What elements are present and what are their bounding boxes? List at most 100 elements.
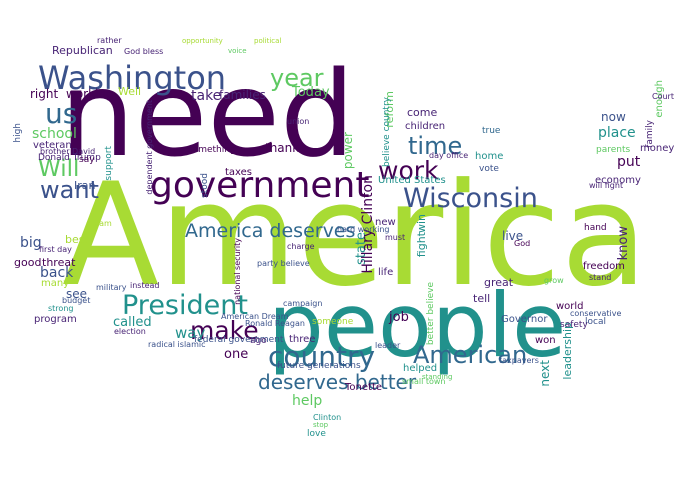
word-something: something [188, 145, 236, 155]
word-stood: stood [200, 173, 210, 198]
word-conservative: conservative [570, 309, 622, 318]
word-radical-islamic: radical islamic [148, 340, 206, 349]
word-program: program [34, 314, 77, 325]
word-ago: ago [250, 336, 267, 346]
word-vote: vote [479, 164, 499, 174]
word-right: right [30, 87, 59, 101]
word-stop: stop [313, 421, 329, 429]
word-place: place [598, 125, 636, 141]
word-three: three [289, 334, 316, 345]
word-world: world [556, 301, 584, 312]
word-back: back [40, 265, 74, 281]
word-washington: Washington [38, 59, 227, 97]
word-government: government [150, 165, 370, 206]
word-first-day: first day [39, 245, 72, 254]
word-will-fight: will fight [589, 181, 624, 190]
word-support: support [104, 146, 114, 181]
word-iran: Iran [74, 179, 96, 192]
word-stand: stand [589, 273, 612, 282]
word-political: political [254, 37, 282, 45]
word-will: Will [38, 156, 80, 182]
word-tell: tell [473, 292, 491, 305]
word-good: good [14, 256, 42, 269]
word-strong: strong [48, 304, 74, 313]
word-children: children [405, 121, 446, 132]
word-country: country [268, 340, 376, 373]
word-federal-government: federal government [194, 335, 284, 345]
word-threat: threat [42, 256, 76, 269]
word-money: money [640, 143, 675, 154]
word-come: come [407, 106, 438, 119]
word-now: now [601, 110, 626, 124]
word-leadership: leadership [561, 322, 574, 380]
word-high: high [13, 123, 23, 143]
word-union: union [287, 117, 310, 126]
word-job: job [389, 310, 409, 325]
word-help: help [292, 393, 323, 409]
word-local: local [585, 317, 606, 327]
word-fight: fight [415, 232, 428, 258]
word-next: next [538, 360, 552, 387]
word-safety: safety [560, 320, 588, 330]
word-grow: grow [544, 276, 564, 285]
word-better-believe: better believe [426, 282, 436, 346]
word-leader: leader [375, 341, 401, 350]
word-called: called [113, 315, 152, 330]
word-voice: voice [228, 47, 247, 55]
word-taxes: taxes [225, 167, 253, 178]
word-united-states: United States [378, 175, 446, 186]
word-working: working [66, 87, 114, 101]
word-way: way [175, 324, 206, 342]
word-people: people [268, 274, 567, 377]
word-governor: Governor [501, 314, 548, 325]
word-won: won [535, 335, 556, 346]
word-big: big [20, 235, 42, 251]
word-need: need [60, 45, 355, 183]
word-charge: charge [287, 242, 315, 251]
word-election: election [114, 327, 146, 336]
word-family: family [645, 120, 655, 148]
word-one: one [224, 347, 249, 362]
word-small-town: small town [402, 377, 446, 386]
word-america: America [62, 153, 648, 318]
word-economy: economy [595, 175, 641, 186]
word-thank: thank [265, 141, 300, 155]
word-republican: Republican [52, 44, 113, 57]
word-court: Court [652, 92, 674, 101]
word-home: home [475, 151, 504, 162]
word-say: say [79, 155, 95, 165]
word-love: love [307, 429, 326, 439]
word-many: many [41, 278, 70, 289]
word-life: life [378, 267, 394, 278]
word-hard-working: hard working [337, 225, 390, 234]
word-families: families [219, 88, 266, 102]
word-us: us [45, 97, 78, 130]
word-party-believe: party believe [257, 259, 310, 268]
word-rather: rather [97, 36, 122, 45]
word-ronald-reagan: Ronald Reagan [245, 319, 305, 328]
word-well: Well [118, 85, 142, 98]
word-campaign: campaign [283, 299, 323, 308]
word-make: make [190, 316, 259, 345]
word-military: military [96, 283, 127, 292]
word-national-security: national security [233, 238, 242, 305]
word-hand: hand [584, 223, 607, 233]
word-american-dream: American Dream [221, 312, 289, 321]
word-dream: dream [86, 219, 112, 228]
word-wisconsin: Wisconsin [403, 183, 538, 214]
word-take: take [191, 88, 222, 104]
word-live: live [502, 229, 524, 243]
word-school: school [32, 126, 77, 142]
word-opportunity: opportunity [182, 37, 223, 45]
word-standing: standing [422, 373, 453, 381]
word-freedom: freedom [583, 261, 625, 272]
word-today: Today [292, 85, 330, 100]
word-parents: parents [596, 145, 631, 155]
word-instead: instead [130, 281, 160, 290]
word-dependent-government: dependent government [145, 100, 154, 195]
word-want: want [40, 176, 99, 204]
word-know: know [616, 226, 631, 261]
word-must: must [385, 233, 406, 242]
word-veteran: veteran [33, 140, 72, 151]
word-god-bless: God bless [124, 47, 164, 56]
